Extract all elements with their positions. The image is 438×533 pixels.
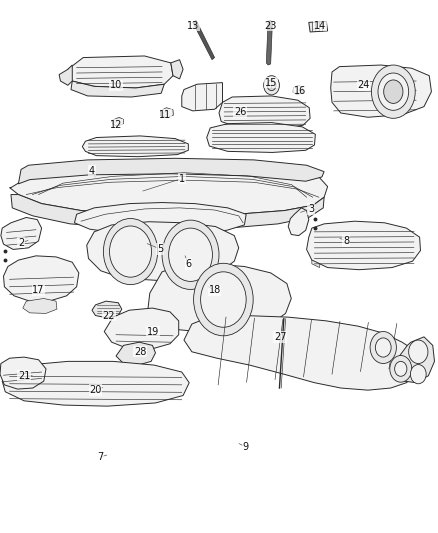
Text: 28: 28	[134, 347, 146, 357]
Circle shape	[103, 219, 158, 285]
Text: 6: 6	[185, 259, 191, 269]
Text: 8: 8	[343, 236, 349, 246]
Polygon shape	[11, 195, 324, 229]
Circle shape	[409, 340, 428, 364]
Polygon shape	[1, 217, 42, 249]
Polygon shape	[92, 301, 122, 318]
Text: 21: 21	[18, 371, 30, 381]
Text: 3: 3	[308, 204, 314, 214]
Polygon shape	[171, 60, 183, 79]
Polygon shape	[293, 85, 302, 95]
Polygon shape	[74, 203, 246, 235]
Polygon shape	[184, 316, 420, 390]
Polygon shape	[219, 96, 310, 129]
Polygon shape	[4, 256, 79, 301]
Polygon shape	[398, 337, 434, 383]
Text: 1: 1	[179, 174, 185, 183]
Polygon shape	[110, 364, 127, 381]
Text: 24: 24	[357, 80, 370, 90]
Polygon shape	[0, 357, 46, 389]
Polygon shape	[307, 221, 420, 270]
Text: 18: 18	[208, 286, 221, 295]
Circle shape	[201, 272, 246, 327]
Text: 15: 15	[265, 78, 277, 87]
Polygon shape	[113, 117, 124, 126]
Polygon shape	[182, 83, 223, 111]
Polygon shape	[193, 20, 215, 60]
Text: 13: 13	[187, 21, 199, 30]
Circle shape	[194, 263, 253, 336]
Circle shape	[390, 356, 412, 382]
Text: 7: 7	[97, 453, 103, 462]
Polygon shape	[116, 342, 155, 365]
Circle shape	[375, 338, 391, 357]
Circle shape	[371, 65, 415, 118]
Polygon shape	[148, 264, 291, 333]
Text: 16: 16	[294, 86, 306, 95]
Polygon shape	[331, 65, 431, 117]
Polygon shape	[10, 162, 328, 215]
Polygon shape	[71, 81, 164, 97]
Text: 14: 14	[314, 21, 326, 30]
Text: 17: 17	[32, 286, 45, 295]
Text: 22: 22	[102, 311, 115, 320]
Text: 10: 10	[110, 80, 122, 90]
Polygon shape	[104, 308, 179, 349]
Polygon shape	[312, 260, 320, 268]
Polygon shape	[87, 222, 239, 280]
Polygon shape	[59, 65, 72, 85]
Text: 19: 19	[147, 327, 159, 336]
Polygon shape	[207, 123, 315, 152]
Circle shape	[395, 361, 407, 376]
Polygon shape	[18, 158, 324, 184]
Circle shape	[378, 73, 409, 110]
Polygon shape	[2, 361, 189, 406]
Text: 11: 11	[159, 110, 172, 120]
Polygon shape	[23, 298, 57, 313]
Circle shape	[264, 76, 279, 95]
Polygon shape	[82, 136, 188, 157]
Polygon shape	[68, 56, 173, 88]
Text: 27: 27	[274, 332, 286, 342]
Text: 20: 20	[89, 385, 102, 395]
Circle shape	[169, 228, 212, 281]
Text: 23: 23	[264, 21, 276, 30]
Polygon shape	[160, 108, 173, 118]
Text: 9: 9	[242, 442, 248, 451]
Text: 12: 12	[110, 120, 122, 130]
Text: 5: 5	[157, 244, 163, 254]
Polygon shape	[266, 20, 272, 65]
Text: 26: 26	[234, 107, 246, 117]
Circle shape	[384, 80, 403, 103]
Circle shape	[410, 365, 426, 384]
Text: 4: 4	[89, 166, 95, 175]
Circle shape	[370, 332, 396, 364]
Polygon shape	[288, 208, 309, 236]
Circle shape	[267, 80, 276, 91]
Text: 2: 2	[18, 238, 24, 247]
Polygon shape	[309, 21, 328, 32]
Circle shape	[110, 226, 152, 277]
Circle shape	[162, 220, 219, 289]
